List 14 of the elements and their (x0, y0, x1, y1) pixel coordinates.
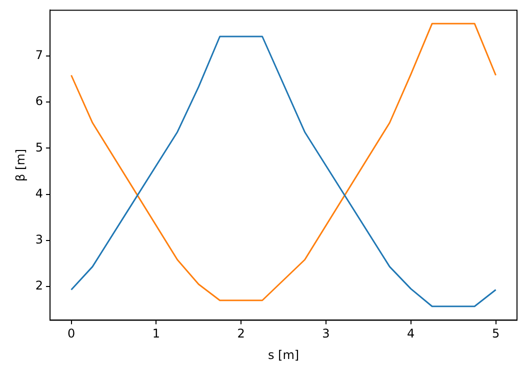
y-tick-label: 7 (35, 48, 44, 62)
y-tick-label: 3 (35, 232, 44, 247)
y-tick-label: 5 (35, 140, 44, 154)
y-tick-label: 4 (35, 186, 44, 200)
y-axis-title: β [m] (13, 148, 28, 182)
x-tick-label: 3 (322, 326, 330, 341)
x-tick-label: 1 (152, 326, 160, 341)
x-tick-label: 4 (407, 326, 415, 341)
x-tick-label: 5 (492, 326, 500, 341)
x-tick-label: 2 (237, 326, 245, 341)
x-axis-title: s [m] (268, 348, 300, 362)
x-tick-label: 0 (67, 326, 76, 341)
y-tick-label: 2 (35, 278, 44, 293)
y-tick-label: 6 (35, 94, 44, 108)
